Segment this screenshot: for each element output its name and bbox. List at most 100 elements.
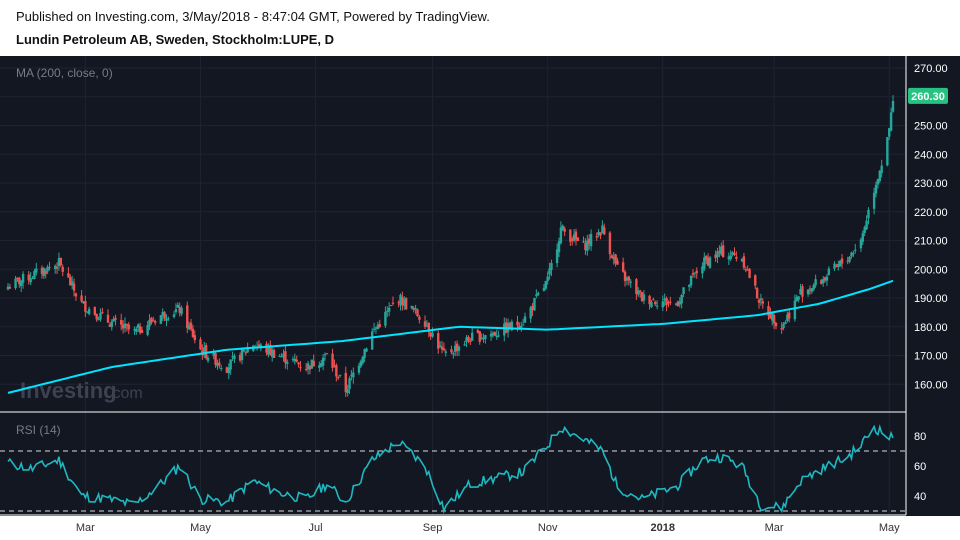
- candle: [767, 301, 770, 320]
- time-tick-label: Nov: [538, 522, 558, 534]
- candle: [350, 370, 353, 381]
- rsi-line: [7, 424, 894, 515]
- candle: [642, 290, 646, 305]
- candle: [59, 257, 63, 268]
- candle: [238, 352, 242, 363]
- candle: [178, 302, 181, 317]
- candle: [755, 286, 759, 300]
- candle: [429, 331, 432, 340]
- candle: [125, 323, 129, 332]
- candle: [67, 267, 70, 278]
- candle: [548, 262, 551, 280]
- candle: [189, 318, 193, 332]
- candle: [667, 300, 670, 308]
- candle: [31, 275, 34, 280]
- rsi-tick-label: 80: [914, 431, 926, 443]
- candle: [695, 267, 698, 279]
- candle: [338, 374, 342, 378]
- candle: [563, 226, 566, 237]
- candle: [701, 262, 704, 279]
- candle: [123, 317, 127, 333]
- candle: [69, 274, 72, 286]
- candle: [825, 274, 829, 286]
- candle: [889, 107, 893, 132]
- price-tick-label: 160.00: [914, 379, 948, 391]
- candle: [610, 254, 614, 259]
- candle: [163, 311, 166, 322]
- candle: [442, 342, 446, 352]
- candle: [304, 363, 308, 372]
- candle: [231, 351, 234, 362]
- candle: [127, 322, 130, 335]
- time-axis: [0, 516, 960, 540]
- candle: [291, 356, 295, 363]
- candle: [229, 359, 232, 375]
- candle: [137, 323, 140, 333]
- candle: [703, 252, 706, 272]
- candle: [465, 334, 468, 348]
- candle: [704, 255, 708, 265]
- candle: [555, 243, 559, 268]
- candle: [365, 347, 368, 353]
- price-tick-label: 200.00: [914, 264, 948, 276]
- candle: [216, 359, 219, 370]
- candle: [348, 376, 351, 395]
- candle: [572, 229, 576, 243]
- candle: [159, 314, 163, 325]
- candle: [638, 289, 642, 298]
- candle: [735, 251, 738, 262]
- candle: [535, 289, 538, 299]
- candle: [806, 289, 810, 297]
- candle: [220, 364, 223, 372]
- candle: [503, 317, 506, 342]
- candle: [391, 296, 395, 306]
- candle: [35, 262, 38, 276]
- candle: [320, 360, 323, 368]
- candle: [797, 296, 800, 303]
- candle: [574, 228, 578, 246]
- candle: [629, 279, 632, 288]
- candle: [561, 224, 564, 231]
- candle: [306, 360, 310, 375]
- candle: [854, 243, 857, 254]
- candle: [674, 302, 678, 306]
- candle: [603, 223, 606, 236]
- candle: [761, 298, 764, 309]
- candle: [57, 252, 61, 271]
- time-tick-label: Sep: [423, 522, 443, 534]
- candle: [476, 328, 480, 334]
- candle: [537, 291, 540, 297]
- candle: [418, 315, 421, 324]
- candle: [404, 297, 408, 311]
- candle: [42, 266, 46, 279]
- instrument-title: Lundin Petroleum AB, Sweden, Stockholm:L…: [16, 32, 335, 47]
- candle: [635, 277, 638, 300]
- candle: [203, 341, 206, 359]
- candle: [489, 330, 493, 341]
- price-tick-label: 230.00: [914, 178, 948, 190]
- candle: [280, 352, 283, 358]
- candle: [199, 336, 202, 350]
- candle: [718, 245, 721, 258]
- candle: [80, 289, 83, 303]
- candle: [318, 361, 321, 372]
- candle: [387, 302, 391, 317]
- candle: [265, 341, 268, 356]
- candle: [655, 300, 659, 310]
- candle: [344, 366, 347, 397]
- candle: [669, 296, 672, 306]
- price-chart[interactable]: Investing .com 160.00 170.00 180.00 190.00 2…: [0, 56, 960, 540]
- candle: [582, 236, 585, 244]
- candle: [101, 307, 104, 315]
- candle: [627, 275, 631, 286]
- candle: [891, 95, 895, 113]
- candle: [637, 287, 640, 297]
- candle: [727, 252, 731, 266]
- candle: [706, 253, 710, 266]
- candle: [469, 337, 472, 345]
- candle: [120, 313, 123, 331]
- candle: [529, 305, 532, 323]
- ma-line: [7, 279, 894, 394]
- candle: [774, 322, 778, 330]
- candle: [886, 137, 889, 167]
